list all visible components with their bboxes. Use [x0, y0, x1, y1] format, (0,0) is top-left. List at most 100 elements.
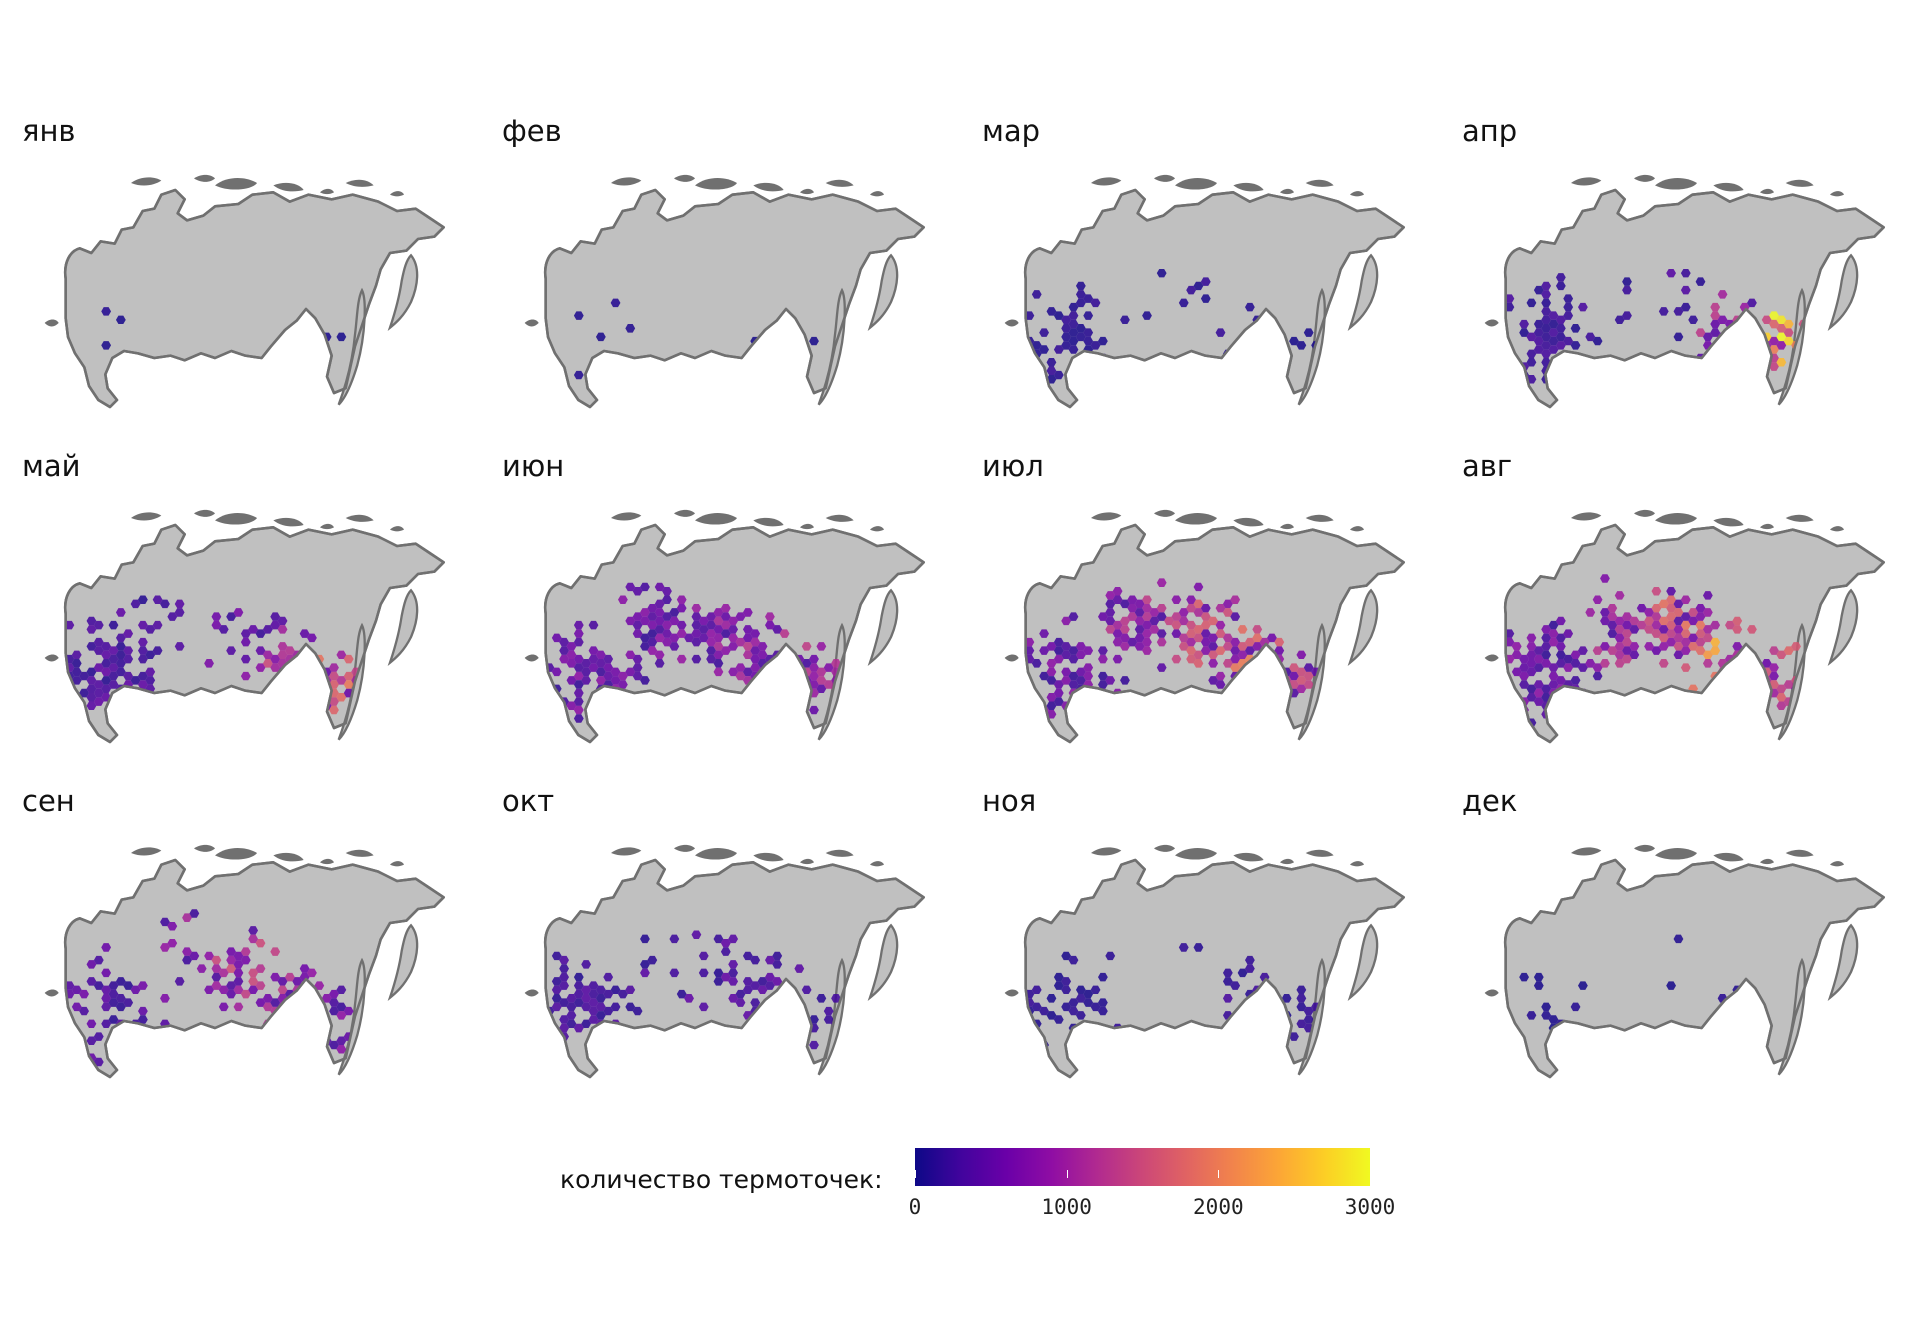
hotspot-hexbin [1259, 671, 1270, 681]
hotspot-hexbin [1098, 998, 1108, 1007]
hotspot-hexbin [559, 654, 569, 664]
hotspot-hexbin [1666, 586, 1676, 596]
hotspot-hexbin [1215, 629, 1226, 638]
hotspot-hexbin [1186, 603, 1196, 613]
hotspot-hexbin [1533, 663, 1544, 672]
hotspot-hexbin [1666, 637, 1676, 647]
hotspot-hexbin [566, 1002, 577, 1012]
hotspot-hexbin [530, 1007, 540, 1015]
hotspot-hexbin [1541, 315, 1552, 325]
hotspot-hexbin [595, 710, 606, 719]
hotspot-hexbin [647, 620, 658, 630]
hotspot-hexbin [1541, 307, 1552, 316]
hotspot-hexbin [1622, 637, 1632, 647]
hotspot-hexbin [1053, 1015, 1064, 1024]
month-title: фев [502, 114, 562, 148]
hotspot-hexbin [71, 650, 82, 660]
hotspot-hexbin [545, 688, 555, 698]
arctic-island [1713, 517, 1744, 527]
hotspot-hexbin [93, 663, 104, 672]
russia-landmass [543, 188, 925, 409]
hotspot-hexbin [750, 654, 761, 664]
hotspot-hexbin [1031, 290, 1042, 299]
russia-border [63, 523, 445, 744]
hotspot-hexbin [93, 620, 104, 630]
hotspot-hexbin [1717, 684, 1728, 693]
hotspot-hexbin [1186, 646, 1196, 655]
hotspot-hexbin [779, 680, 790, 689]
hotspot-hexbin [1702, 701, 1713, 711]
hotspot-hexbin [816, 684, 827, 693]
hotspot-hexbin [277, 985, 288, 995]
hotspot-hexbin [1252, 625, 1263, 634]
hotspot-hexbin [772, 1019, 783, 1028]
hotspot-hexbin [647, 612, 658, 621]
hotspot-hexbin [728, 960, 739, 969]
hotspot-hexbin [130, 599, 141, 609]
hotspot-hexbin [182, 947, 192, 956]
hotspot-hexbin [160, 943, 170, 952]
hotspot-hexbin [1673, 608, 1684, 617]
hotspot-hexbin [1541, 633, 1552, 643]
hotspot-hexbin [1555, 315, 1566, 325]
hotspot-hexbin [1112, 637, 1123, 647]
hotspot-hexbin [1230, 697, 1241, 706]
arctic-island [320, 858, 334, 865]
hotspot-hexbin [1769, 311, 1779, 320]
hotspot-hexbin [1303, 1015, 1314, 1024]
arctic-island [1713, 852, 1744, 862]
hotspot-hexbin [1769, 663, 1779, 672]
hotspot-hexbin [285, 705, 295, 715]
arctic-island [611, 512, 642, 521]
hotspot-hexbin [1710, 620, 1721, 630]
hotspot-hexbin [1563, 663, 1574, 672]
hotspot-hexbin [1688, 633, 1699, 643]
hotspot-hexbin [101, 341, 112, 350]
hotspot-hexbin [1068, 955, 1079, 965]
hotspot-hexbin [772, 625, 783, 634]
hotspot-hexbin [1237, 968, 1248, 978]
hotspot-hexbin [772, 659, 783, 668]
hotspot-hexbin [1208, 650, 1219, 660]
hotspot-hexbin [1053, 370, 1064, 380]
russia-map [1004, 509, 1405, 744]
small-multiples-grid: янв фев мар апр май июн июл авг сен окт ноя дек [0, 100, 1920, 1110]
hotspot-hexbin [233, 985, 244, 995]
hotspot-hexbin [632, 671, 643, 681]
hotspot-hexbin [1526, 684, 1537, 693]
hotspot-hexbin [1149, 625, 1160, 634]
hotspot-hexbin [1075, 710, 1086, 719]
hotspot-hexbin [270, 947, 281, 956]
hotspot-hexbin [1075, 994, 1086, 1003]
hotspot-hexbin [1563, 302, 1574, 312]
hotspot-hexbin [152, 646, 163, 655]
hotspot-hexbin [1267, 693, 1277, 702]
arctic-island [1634, 509, 1655, 517]
sakhalin-island [817, 287, 846, 406]
hotspot-hexbin [123, 981, 134, 990]
hotspot-hexbin [1252, 701, 1263, 711]
hotspot-hexbin [1725, 336, 1735, 346]
hotspot-hexbin [632, 1006, 643, 1016]
hotspot-hexbin [1783, 680, 1794, 689]
hotspot-hexbin [1134, 633, 1145, 643]
hotspot-hexbin [277, 650, 288, 660]
hotspot-hexbin [1134, 642, 1145, 651]
hotspot-hexbin [343, 1006, 354, 1016]
hotspot-hexbin [1761, 315, 1772, 325]
hotspot-hexbin [1075, 650, 1086, 660]
arctic-island [825, 849, 854, 857]
hotspot-hexbin [1747, 710, 1757, 719]
hotspot-hexbin [1600, 616, 1610, 626]
hotspot-hexbin [189, 909, 200, 918]
month-title: апр [1462, 114, 1518, 148]
hotspot-hexbin [336, 332, 347, 342]
hotspot-hexbin [654, 582, 665, 592]
hotspot-hexbin [226, 989, 236, 999]
hotspot-hexbin [1548, 336, 1559, 346]
hotspot-hexbin [255, 938, 266, 948]
hotspot-hexbin [1193, 650, 1204, 660]
hotspot-hexbin [1533, 688, 1544, 698]
hotspot-hexbin [292, 667, 303, 677]
hotspot-hexbin [566, 676, 577, 685]
